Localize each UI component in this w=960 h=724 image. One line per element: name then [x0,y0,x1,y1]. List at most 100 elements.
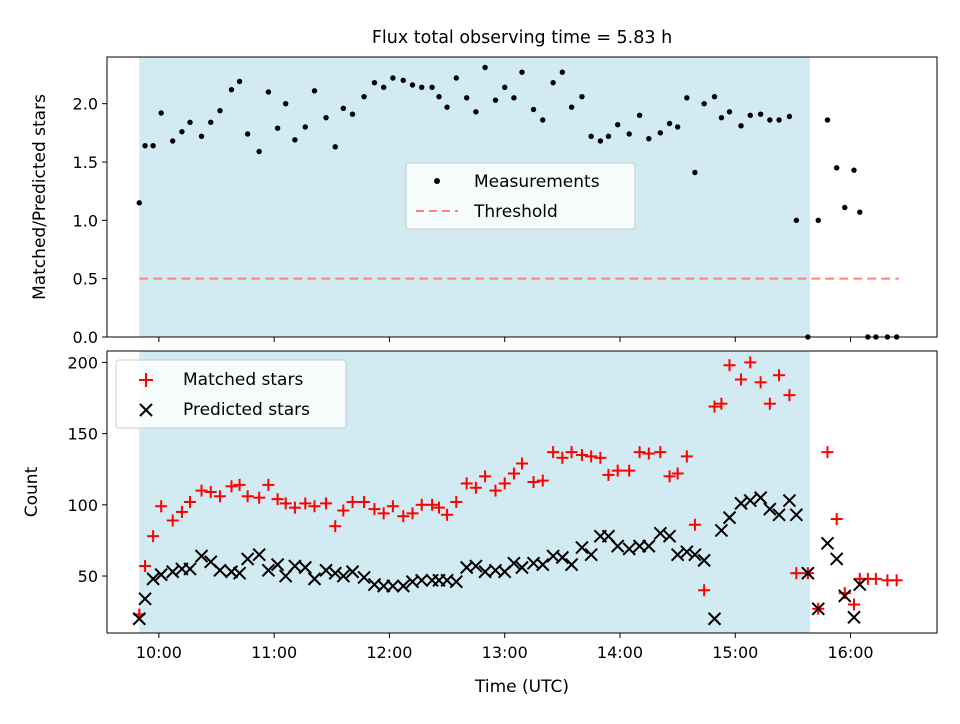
matched-star-point [723,359,736,372]
measurement-point [150,142,156,149]
predicted-star-point [820,536,835,550]
y-tick-label: 1.0 [73,211,98,230]
predicted-star-point [743,493,757,508]
x-tick-label: 12:00 [366,643,412,662]
measurement-point [636,112,643,119]
matched-star-point [735,373,748,386]
matched-star-point [565,446,578,459]
measurement-point [217,107,223,114]
x-tick-label: 10:00 [136,643,182,662]
measurement-point [380,84,387,91]
measurement-point [274,125,281,131]
matched-star-point [688,518,701,531]
y-tick-label: 50 [78,567,98,586]
predicted-star-point [357,570,371,585]
measurement-point [436,93,442,100]
predicted-star-point [386,579,400,593]
predicted-star-point [515,560,529,575]
predicted-star-point [298,560,312,575]
predicted-star-point [670,547,685,562]
bottom-y-axis-ticks: 50 100 150 200 [67,353,107,586]
matched-star-point [642,447,655,460]
measurement-point [256,148,262,155]
measurement-point [492,97,499,103]
matched-stars-points [133,356,903,621]
matched-star-point [783,389,796,402]
measurement-point [361,93,367,100]
predicted-star-point [575,540,589,555]
measurement-point [409,82,416,88]
matched-star-point [536,474,549,487]
legend-measurements-marker [434,178,440,184]
matched-star-point [406,507,419,520]
predicted-star-point [584,547,598,562]
matched-star-point [460,477,473,490]
top-legend: Measurements Threshold [405,162,636,230]
matched-star-point [602,468,615,481]
y-tick-label: 0.5 [73,270,98,289]
measurement-point [419,84,425,91]
measurement-point [349,111,356,117]
matched-star-point [489,484,502,497]
matched-star-point [547,446,560,459]
measurement-point [136,200,142,206]
matched-star-point [175,505,188,518]
predicted-star-point [734,496,748,511]
predicted-star-point [722,510,737,525]
y-tick-label: 1.5 [73,153,98,172]
predicted-star-point [680,545,694,559]
chart-title: Flux total observing time = 5.83 h [372,28,672,48]
predicted-star-point [261,563,276,578]
predicted-star-point [847,610,861,625]
matched-star-point [708,400,721,413]
bottom-panel: 50 100 150 200 10:00 11:00 12:00 13:00 14:00 15:… [22,350,938,697]
matched-star-point [262,478,275,491]
matched-star-point [441,508,454,521]
measurement-point [340,105,347,112]
predicted-star-point [396,579,410,593]
matched-star-point [479,470,492,483]
predicted-star-point [707,612,722,626]
matched-star-point [271,493,284,506]
predicted-star-point [653,526,668,541]
top-x-axis-ticks [158,337,852,342]
matched-star-point [433,501,445,514]
matched-star-point [241,490,254,503]
matched-star-point [329,520,342,533]
predicted-star-point [753,490,768,505]
matched-star-point [654,446,667,459]
matched-star-point [527,476,540,489]
matched-star-point [253,491,266,504]
matched-star-point [233,478,246,491]
measurement-point [473,109,479,115]
measurement-point [332,144,338,150]
x-tick-label: 15:00 [712,643,758,662]
measurement-point [747,112,753,119]
predicted-star-point [555,550,570,565]
bottom-legend-box [115,359,347,429]
predicted-star-point [166,565,180,579]
predicted-star-point [697,553,711,568]
bottom-x-axis-ticks: 10:00 11:00 12:00 13:00 14:00 15:00 16:00 [136,633,874,662]
predicted-star-point [183,562,197,576]
matched-star-point [184,495,196,508]
legend-matched-marker [139,373,153,387]
predicted-star-point [536,557,550,572]
measurement-point [540,117,546,123]
measurement-point [711,93,718,100]
measurement-point [579,93,585,100]
matched-star-point [773,369,786,382]
measurement-point [371,79,378,86]
measurement-point [302,124,308,130]
predicted-star-point [319,563,333,578]
measurement-point [597,138,604,144]
measurement-point [282,100,289,107]
measurement-point [842,204,848,211]
predicted-star-point [252,547,266,562]
top-legend-box [405,162,636,230]
measurement-point [198,133,205,140]
predicted-star-point [688,547,702,562]
measurement-point [550,79,556,86]
matched-star-point [155,500,168,513]
x-tick-label: 11:00 [251,643,297,662]
